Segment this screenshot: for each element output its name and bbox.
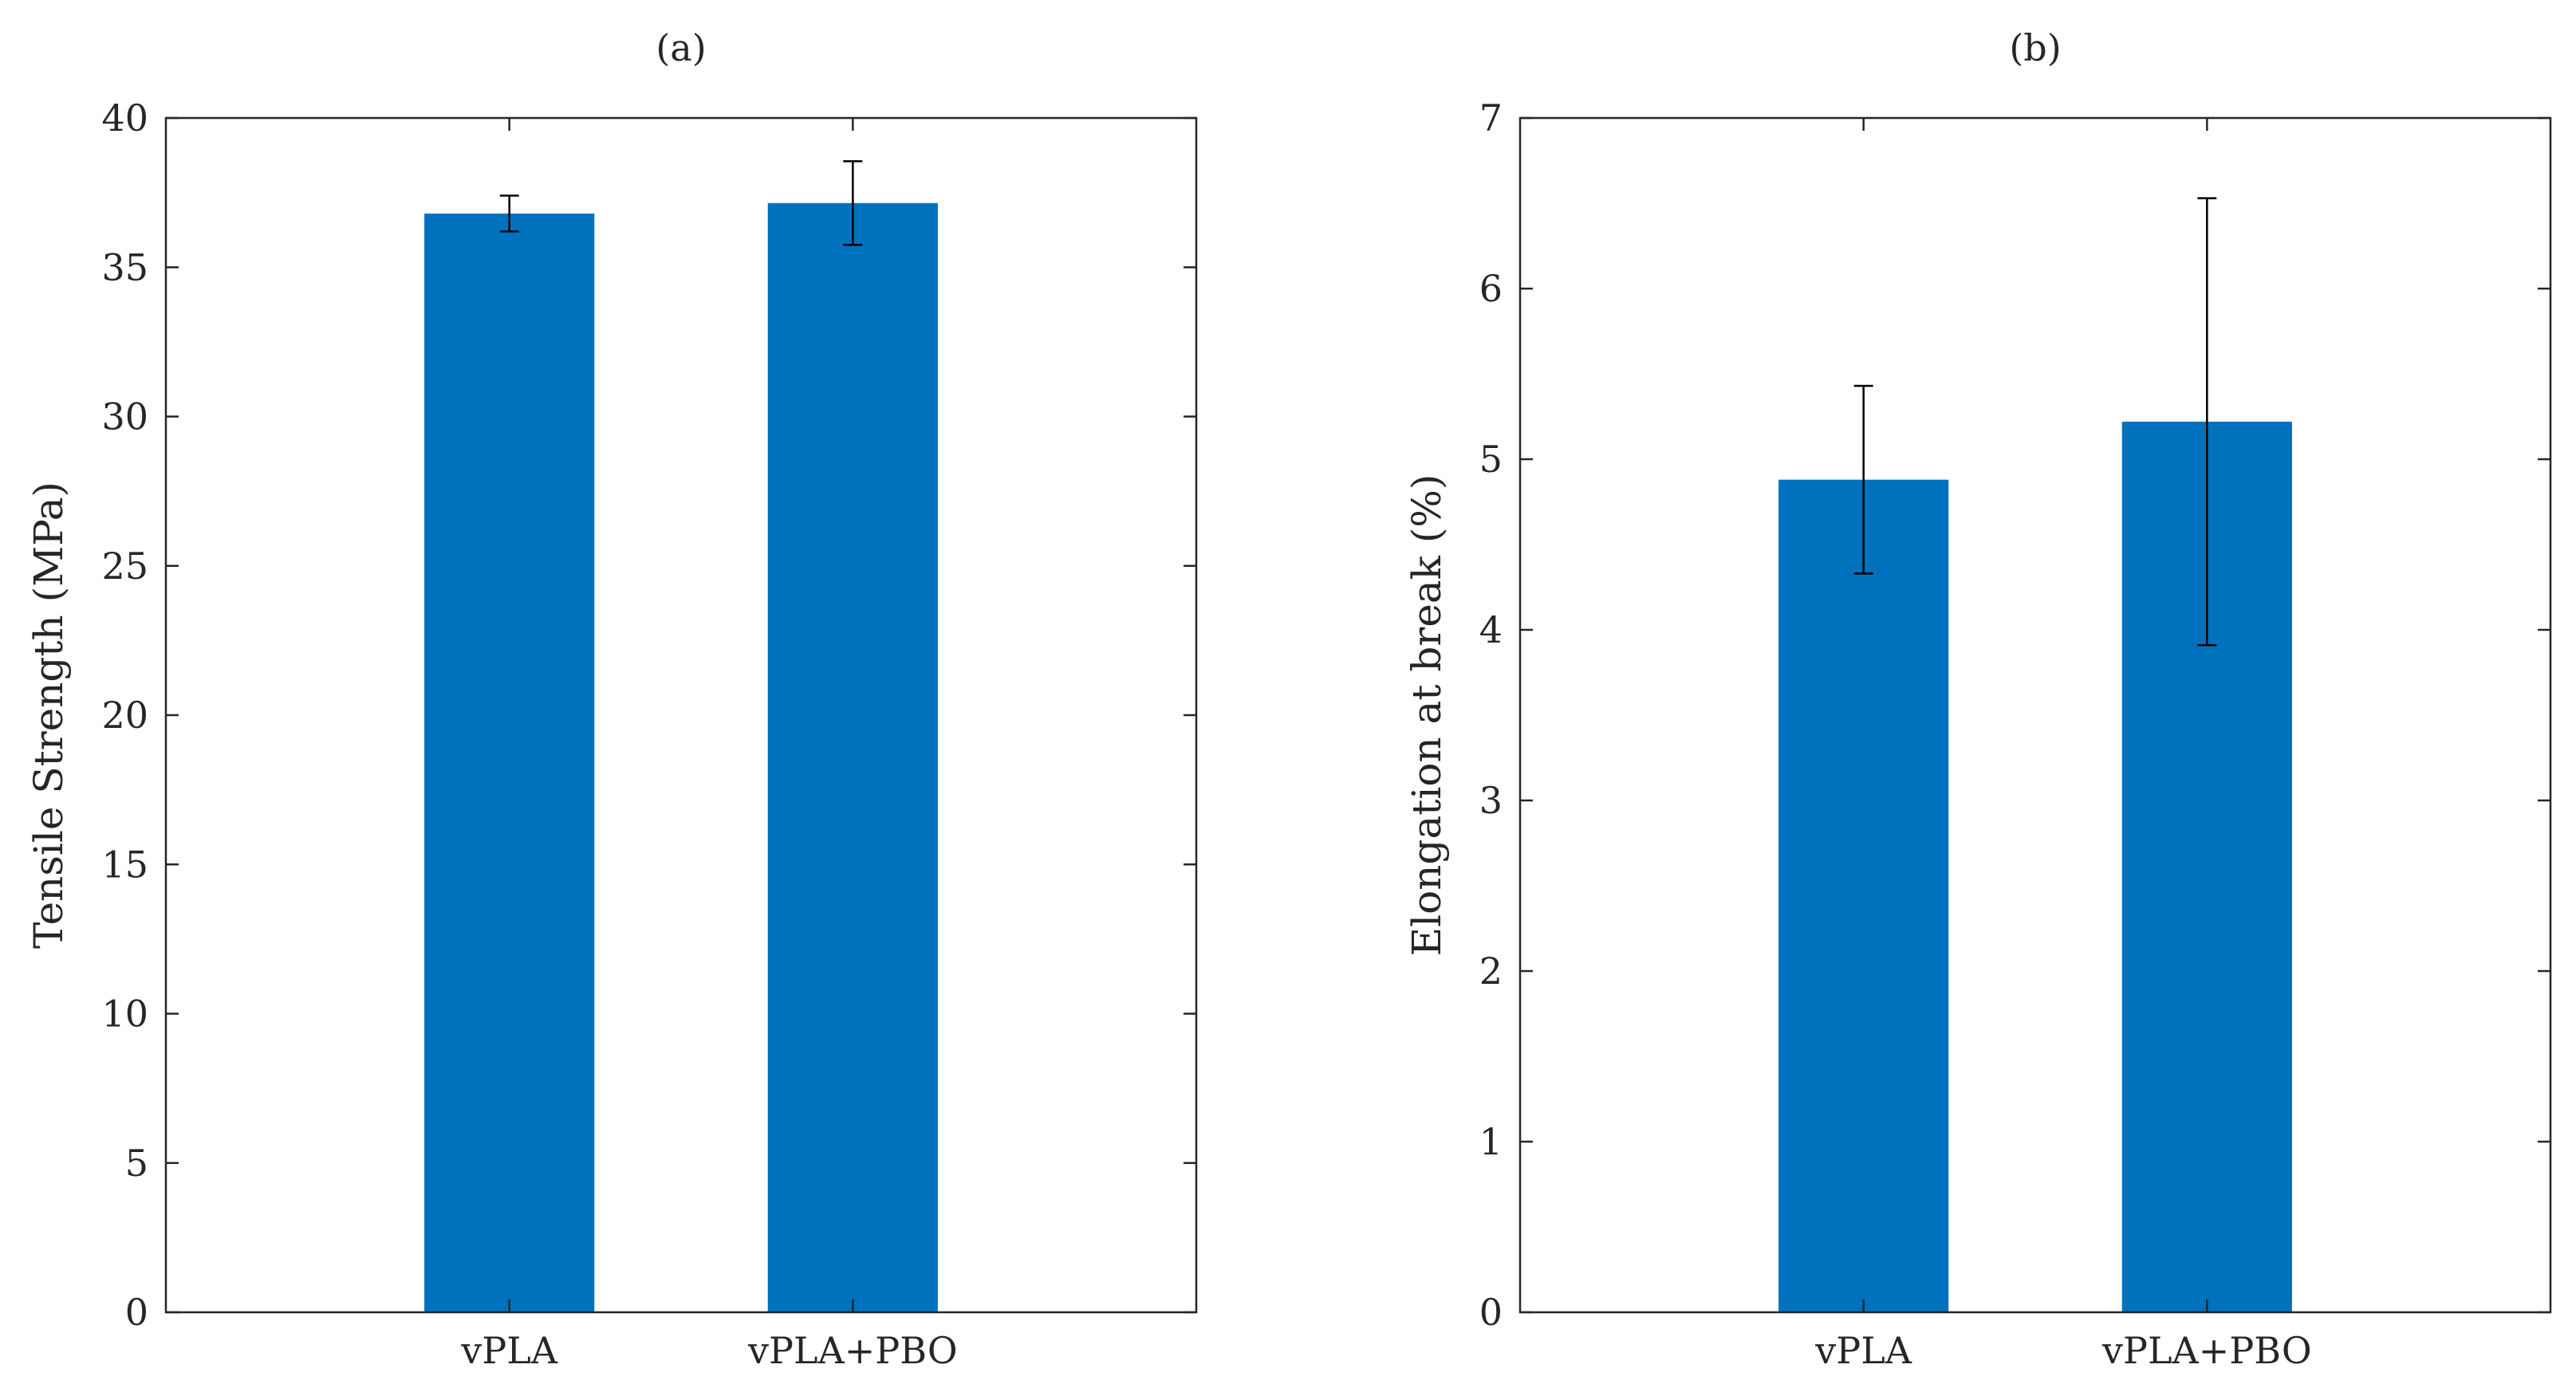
panel-a: 0 5 10 15 20 25 30 35 40 vPLA vPLA+PBO (a) Tensile S… bbox=[26, 26, 1198, 1372]
y-tick-label: 0 bbox=[1479, 1291, 1503, 1334]
y-tick-label: 40 bbox=[101, 96, 148, 140]
y-axis-label: Tensile Strength (MPa) bbox=[26, 482, 72, 949]
y-tick-label: 6 bbox=[1479, 267, 1503, 310]
error-bar bbox=[1853, 384, 1873, 575]
x-category-label: vPLA bbox=[1814, 1329, 1912, 1372]
bar-vpla bbox=[424, 213, 595, 1313]
y-tick-label: 2 bbox=[1479, 950, 1503, 993]
y-axis-label: Elongation at break (%) bbox=[1404, 474, 1450, 957]
y-tick-label: 20 bbox=[101, 694, 148, 737]
y-tick-label: 5 bbox=[125, 1142, 148, 1185]
y-tick-label: 1 bbox=[1479, 1120, 1503, 1163]
panel-title: (a) bbox=[656, 26, 706, 69]
panel-title: (b) bbox=[2009, 26, 2061, 69]
x-category-label: vPLA+PBO bbox=[747, 1329, 958, 1372]
error-bar bbox=[843, 160, 863, 246]
y-tick-label: 30 bbox=[101, 395, 148, 438]
y-tick-label: 10 bbox=[101, 993, 148, 1036]
bar-vpla bbox=[1778, 479, 1949, 1313]
y-tick-label: 25 bbox=[101, 545, 148, 588]
bar-vpla-pbo bbox=[767, 203, 938, 1312]
panel-b: 0 1 2 3 4 5 6 7 vPLA vPLA+PBO (b) Elongation at bre… bbox=[1404, 26, 2552, 1372]
y-tick-label: 0 bbox=[125, 1291, 148, 1334]
y-tick-label: 7 bbox=[1479, 96, 1503, 140]
axes-box bbox=[164, 116, 1198, 1314]
y-tick-label: 15 bbox=[101, 843, 148, 886]
y-tick-label: 3 bbox=[1479, 779, 1503, 822]
y-tick-label: 35 bbox=[101, 246, 148, 289]
axes-box bbox=[1518, 116, 2552, 1314]
y-tick-label: 5 bbox=[1479, 438, 1503, 481]
y-tick-label: 4 bbox=[1479, 608, 1503, 651]
x-category-label: vPLA bbox=[460, 1329, 557, 1372]
error-bar bbox=[499, 195, 519, 233]
x-category-label: vPLA+PBO bbox=[2101, 1329, 2312, 1372]
error-bar bbox=[2197, 197, 2217, 647]
